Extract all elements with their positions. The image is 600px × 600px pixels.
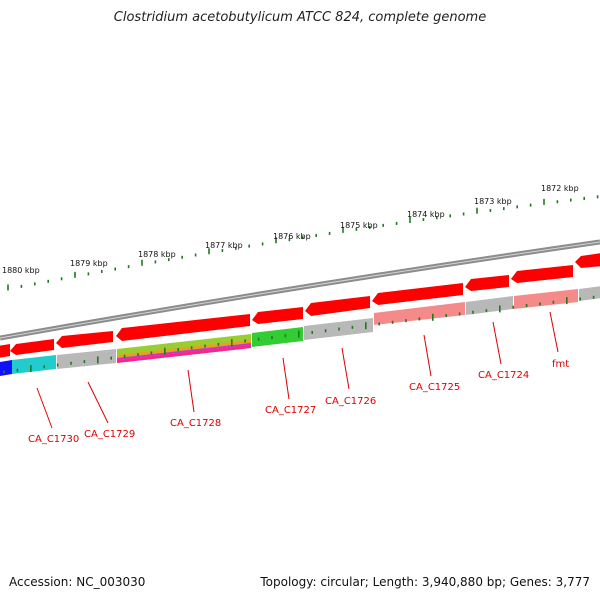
gene-block: [374, 302, 465, 325]
gene-label: fmt: [552, 359, 569, 370]
gene-arrow: [10, 339, 54, 355]
gene-arrow: [305, 296, 370, 316]
gene-block: [466, 296, 513, 315]
gene-stripe: [117, 345, 251, 363]
reverse-strand-genes: [0, 253, 600, 358]
map-title: Clostridium acetobutylicum ATCC 824, com…: [113, 10, 487, 25]
leader-line: [341, 347, 350, 390]
leader-line: [492, 321, 502, 365]
leader-line: [549, 311, 559, 353]
kbp-scale-labels: 1880 kbp 1879 kbp 1878 kbp 1877 kbp 1876…: [2, 184, 579, 275]
gene-label: CA_C1727: [265, 405, 316, 416]
gene-arrow: [575, 253, 600, 268]
leader-line: [423, 334, 432, 377]
gene-stripe: [117, 343, 251, 360]
kbp-label: 1876 kbp: [273, 232, 311, 241]
kbp-label: 1872 kbp: [541, 184, 579, 193]
leader-line: [36, 387, 53, 429]
topology-text: Topology: circular; Length: 3,940,880 bp…: [260, 575, 590, 589]
gene-label: CA_C1725: [409, 382, 460, 393]
kbp-label: 1878 kbp: [138, 250, 176, 259]
gene-stripe: [117, 340, 251, 358]
gene-block: [252, 327, 303, 347]
gene-block: [579, 286, 600, 301]
genome-backbone-highlight: [0, 241, 600, 339]
gene-label: CA_C1730: [28, 434, 79, 445]
gene-label: CA_C1729: [84, 429, 135, 440]
leader-line: [187, 369, 195, 413]
gene-label: CA_C1726: [325, 396, 376, 407]
gene-labels: CA_C1730 CA_C1729 CA_C1728 CA_C1727 CA_C…: [28, 359, 569, 445]
kbp-label: 1873 kbp: [474, 197, 512, 206]
gene-arrow: [372, 283, 463, 305]
gene-label: CA_C1724: [478, 370, 529, 381]
leader-line: [87, 381, 109, 424]
gene-arrow: [116, 314, 250, 341]
kbp-label: 1877 kbp: [205, 241, 243, 250]
cog-genes: [0, 286, 600, 376]
gene-block: [514, 289, 578, 309]
kbp-tick-marks: [3, 195, 599, 374]
gene-block: [0, 360, 12, 376]
gene-arrow: [252, 307, 303, 324]
gene-arrow: [56, 331, 113, 348]
gene-block: [12, 355, 56, 374]
accession-text: Accession: NC_003030: [9, 575, 146, 589]
kbp-label: 1879 kbp: [70, 259, 108, 268]
leader-line: [282, 357, 290, 400]
kbp-label: 1880 kbp: [2, 266, 40, 275]
gene-arrow: [511, 265, 573, 283]
gene-arrow: [0, 344, 10, 358]
gene-label: CA_C1728: [170, 418, 221, 429]
kbp-label: 1875 kbp: [340, 221, 378, 230]
gene-arrow: [465, 275, 509, 291]
gene-label-leaders: [36, 311, 559, 429]
gene-block: [57, 349, 116, 369]
kbp-label: 1874 kbp: [407, 210, 445, 219]
genome-backbone: [0, 239, 600, 341]
